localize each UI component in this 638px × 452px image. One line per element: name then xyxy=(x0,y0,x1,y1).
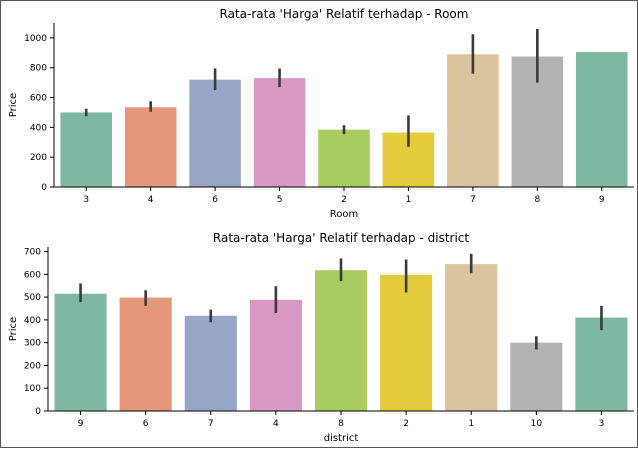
bar-8 xyxy=(314,270,368,411)
bar-3 xyxy=(60,112,112,187)
bar-10 xyxy=(510,342,563,411)
y-tick-label: 800 xyxy=(30,64,47,74)
x-tick-label: 10 xyxy=(531,419,543,429)
bar-9 xyxy=(576,52,628,188)
x-tick-label: 1 xyxy=(468,419,474,429)
bar-2 xyxy=(318,129,370,187)
x-tick-label: 4 xyxy=(148,195,154,205)
x-tick-label: 6 xyxy=(212,195,218,205)
y-tick-label: 400 xyxy=(24,316,41,326)
district-chart-panel: Rata-rata 'Harga' Relatif terhadap - dis… xyxy=(8,231,634,444)
x-tick-label: 9 xyxy=(599,195,605,205)
x-tick-label: 2 xyxy=(403,419,409,429)
bar-4 xyxy=(249,299,302,411)
y-tick-label: 0 xyxy=(41,183,47,193)
x-tick-label: 3 xyxy=(599,419,605,429)
x-tick-label: 3 xyxy=(83,195,89,205)
y-axis-label: Price xyxy=(8,93,19,117)
x-tick-label: 1 xyxy=(406,195,412,205)
bar-2 xyxy=(380,274,433,411)
y-tick-label: 0 xyxy=(35,407,41,417)
x-tick-label: 2 xyxy=(341,195,347,205)
y-tick-label: 700 xyxy=(24,248,41,258)
x-tick-label: 7 xyxy=(470,195,476,205)
x-tick-label: 5 xyxy=(277,195,283,205)
bar-9 xyxy=(54,293,107,411)
bar-6 xyxy=(119,297,172,411)
bar-7 xyxy=(184,315,237,411)
x-tick-label: 4 xyxy=(273,419,279,429)
x-axis-label: district xyxy=(324,433,359,444)
chart-title: Rata-rata 'Harga' Relatif terhadap - dis… xyxy=(213,231,469,245)
bar-7 xyxy=(447,54,499,188)
bar-1 xyxy=(445,264,498,411)
x-axis-label: Room xyxy=(330,209,358,220)
y-tick-label: 100 xyxy=(24,384,41,394)
bar-6 xyxy=(189,79,241,187)
bar-4 xyxy=(124,107,177,187)
x-tick-label: 6 xyxy=(143,419,149,429)
y-tick-label: 600 xyxy=(30,94,47,104)
y-tick-label: 300 xyxy=(24,339,41,349)
y-tick-label: 1000 xyxy=(24,34,47,44)
y-tick-label: 200 xyxy=(24,361,41,371)
y-axis-label: Price xyxy=(8,317,19,341)
bar-3 xyxy=(575,317,628,411)
x-tick-label: 8 xyxy=(534,195,540,205)
x-tick-label: 9 xyxy=(78,419,84,429)
room-chart-panel: Rata-rata 'Harga' Relatif terhadap - Roo… xyxy=(8,7,634,220)
y-tick-label: 200 xyxy=(30,153,47,163)
x-tick-label: 8 xyxy=(338,419,344,429)
chart-title: Rata-rata 'Harga' Relatif terhadap - Roo… xyxy=(220,7,469,21)
bar-5 xyxy=(253,78,306,187)
x-tick-label: 7 xyxy=(208,419,214,429)
y-tick-label: 600 xyxy=(24,270,41,280)
y-tick-label: 500 xyxy=(24,293,41,303)
y-tick-label: 400 xyxy=(30,123,47,133)
